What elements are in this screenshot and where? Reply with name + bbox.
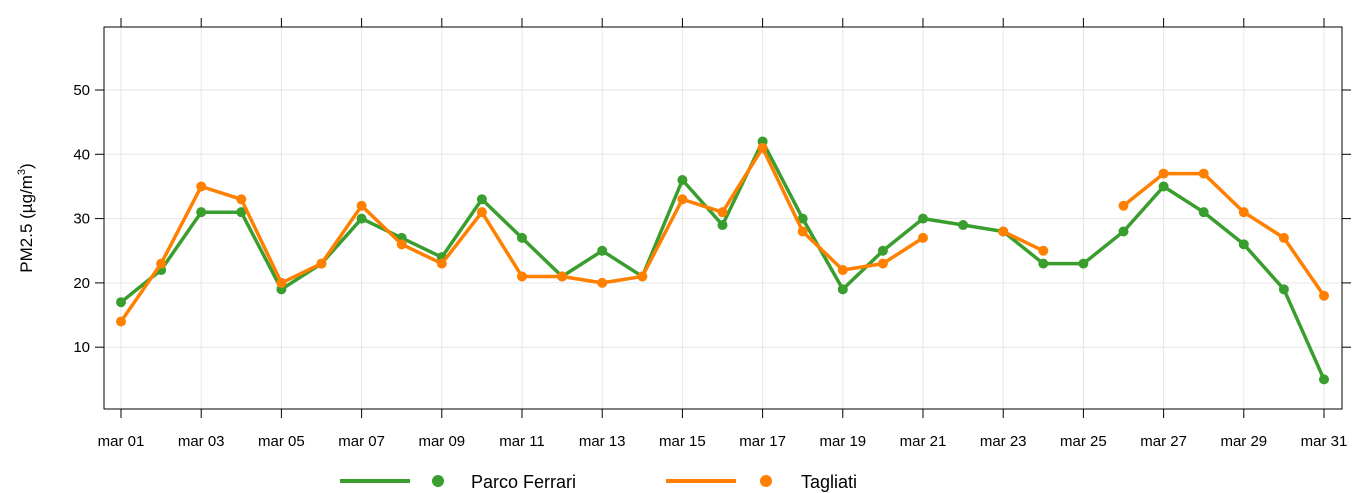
series-line — [1121, 171, 1326, 298]
data-point — [677, 175, 688, 186]
data-point — [797, 213, 808, 224]
data-point — [717, 207, 728, 218]
data-point — [877, 258, 888, 269]
legend: Parco Ferrari Tagliati — [340, 472, 857, 492]
data-point — [517, 232, 527, 243]
data-point — [717, 220, 728, 231]
y-tick-label: 50 — [73, 82, 90, 99]
data-series — [116, 136, 1329, 385]
data-point — [877, 245, 888, 256]
data-point — [116, 297, 126, 308]
data-point — [1038, 258, 1049, 269]
x-tick-label: mar 11 — [499, 433, 545, 450]
data-point — [958, 220, 969, 231]
data-point — [1319, 374, 1329, 385]
data-point — [1238, 207, 1249, 218]
data-point — [116, 316, 126, 327]
y-axis-title: PM2.5 (µg/m3) — [16, 163, 36, 272]
legend-item: Tagliati — [666, 472, 857, 492]
plot-area-frame — [103, 26, 1343, 410]
data-point — [918, 213, 928, 224]
data-point — [476, 207, 487, 218]
data-point — [1238, 239, 1249, 250]
data-point — [1198, 168, 1209, 179]
x-axis: mar 01 mar 03 mar 05 mar 07 mar 09 mar 11 mar … — [98, 18, 1348, 450]
data-point — [918, 232, 928, 243]
data-point — [396, 239, 407, 250]
data-point — [1078, 258, 1089, 269]
data-point — [196, 207, 207, 218]
data-point — [1038, 245, 1049, 256]
x-tick-label: mar 25 — [1060, 433, 1107, 450]
x-tick-label: mar 19 — [819, 433, 866, 450]
data-point — [476, 194, 487, 205]
grid-lines — [104, 27, 1342, 409]
x-tick-label: mar 31 — [1301, 433, 1348, 450]
x-tick-label: mar 07 — [338, 433, 385, 450]
data-point — [797, 226, 808, 237]
data-point — [236, 207, 247, 218]
data-point — [998, 226, 1009, 237]
legend-point-swatch — [432, 475, 444, 487]
x-tick-label: mar 13 — [579, 433, 626, 450]
data-point — [557, 271, 568, 282]
data-point — [1278, 284, 1289, 295]
y-axis: 10 20 30 40 50 — [73, 82, 1351, 356]
x-tick-label: mar 03 — [178, 433, 225, 450]
series-line — [119, 139, 1326, 382]
data-point — [1278, 232, 1289, 243]
x-tick-label: mar 17 — [739, 433, 786, 450]
data-point — [597, 245, 608, 256]
data-point — [156, 258, 167, 269]
data-point — [1319, 290, 1329, 301]
data-point — [757, 142, 768, 153]
x-tick-label: mar 21 — [900, 433, 947, 450]
x-tick-label: mar 01 — [98, 433, 145, 450]
y-tick-label: 10 — [73, 339, 90, 356]
data-point — [1118, 226, 1129, 237]
data-point — [677, 194, 688, 205]
data-point — [1158, 168, 1169, 179]
y-tick-label: 30 — [73, 211, 90, 228]
x-tick-label: mar 23 — [980, 433, 1027, 450]
legend-item: Parco Ferrari — [340, 472, 576, 492]
data-point — [837, 265, 848, 276]
data-point — [837, 284, 848, 295]
series-line — [1001, 229, 1046, 253]
data-point — [597, 277, 608, 288]
y-tick-label: 40 — [73, 146, 90, 163]
series-tagliati — [116, 142, 1329, 327]
data-point — [517, 271, 527, 282]
x-tick-label: mar 09 — [418, 433, 465, 450]
x-tick-label: mar 29 — [1220, 433, 1267, 450]
data-point — [236, 194, 247, 205]
x-tick-label: mar 05 — [258, 433, 305, 450]
data-point — [196, 181, 207, 192]
legend-point-swatch — [760, 475, 772, 487]
x-tick-label: mar 27 — [1140, 433, 1187, 450]
x-tick-label: mar 15 — [659, 433, 706, 450]
data-point — [1158, 181, 1169, 192]
y-tick-label: 20 — [73, 275, 90, 292]
data-point — [316, 258, 327, 269]
data-point — [637, 271, 648, 282]
data-point — [1118, 200, 1129, 211]
legend-label: Parco Ferrari — [471, 472, 576, 492]
data-point — [356, 213, 367, 224]
legend-label: Tagliati — [801, 472, 857, 492]
data-point — [1198, 207, 1209, 218]
data-point — [436, 258, 447, 269]
data-point — [276, 277, 287, 288]
data-point — [356, 200, 367, 211]
